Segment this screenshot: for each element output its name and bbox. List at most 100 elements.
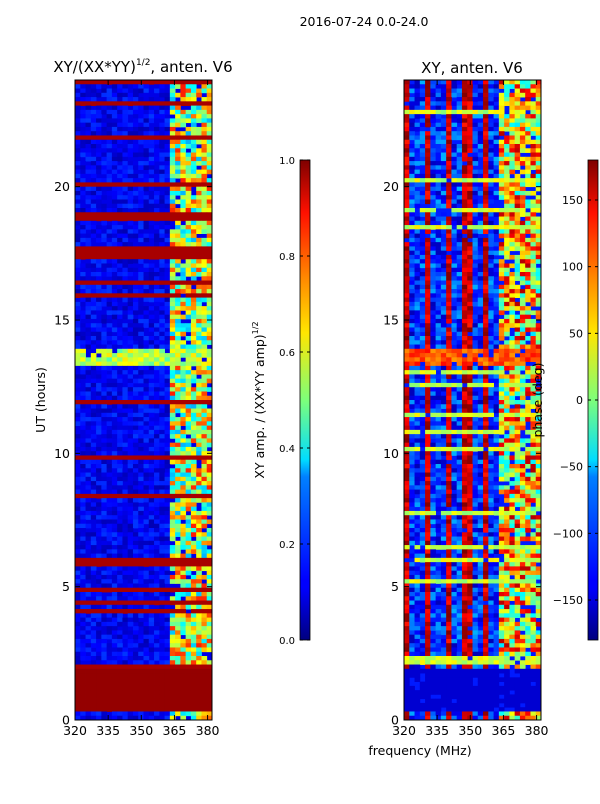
heatmap-cell — [483, 127, 489, 132]
heatmap-cell — [196, 549, 202, 554]
heatmap-cell — [91, 340, 97, 345]
heatmap-cell — [191, 519, 197, 524]
heatmap-cell — [483, 255, 489, 260]
heatmap-cell — [191, 665, 197, 670]
heatmap-cell — [186, 195, 192, 200]
heatmap-cell — [138, 340, 144, 345]
heatmap-cell — [101, 541, 107, 546]
heatmap-cell — [441, 127, 447, 132]
heatmap-cell — [191, 345, 197, 350]
heatmap-cell — [488, 127, 494, 132]
heatmap-cell — [101, 396, 107, 401]
heatmap-cell — [494, 285, 500, 290]
heatmap-cell — [91, 652, 97, 657]
heatmap-cell — [112, 592, 118, 597]
heatmap-cell — [112, 549, 118, 554]
heatmap-cell — [86, 630, 92, 635]
heatmap-cell — [430, 204, 436, 209]
heatmap-cell — [101, 588, 107, 593]
heatmap-cell — [91, 477, 97, 482]
heatmap-cell — [425, 289, 431, 294]
heatmap-cell — [409, 165, 415, 170]
heatmap-cell — [430, 153, 436, 158]
heatmap-cell — [409, 97, 415, 102]
heatmap-cell — [170, 366, 176, 371]
heatmap-cell — [101, 281, 107, 286]
heatmap-cell — [441, 144, 447, 149]
heatmap-cell — [186, 447, 192, 452]
heatmap-cell — [504, 84, 510, 89]
heatmap-cell — [196, 575, 202, 580]
heatmap-cell — [451, 84, 457, 89]
heatmap-cell — [107, 362, 113, 367]
heatmap-cell — [159, 451, 165, 456]
heatmap-cell — [91, 434, 97, 439]
heatmap-cell — [107, 707, 113, 712]
heatmap-cell — [107, 298, 113, 303]
heatmap-cell — [180, 566, 186, 571]
heatmap-cell — [191, 263, 197, 268]
heatmap-cell — [201, 349, 207, 354]
heatmap-cell — [144, 310, 150, 315]
heatmap-cell — [91, 174, 97, 179]
heatmap-cell — [107, 387, 113, 392]
heatmap-cell — [186, 665, 192, 670]
heatmap-cell — [175, 391, 181, 396]
heatmap-cell — [128, 562, 134, 567]
heatmap-cell — [107, 583, 113, 588]
heatmap-cell — [180, 562, 186, 567]
heatmap-cell — [483, 101, 489, 106]
heatmap-cell — [144, 711, 150, 716]
heatmap-cell — [91, 319, 97, 324]
heatmap-cell — [101, 170, 107, 175]
heatmap-cell — [112, 153, 118, 158]
heatmap-cell — [112, 225, 118, 230]
heatmap-cell — [191, 618, 197, 623]
heatmap-cell — [144, 694, 150, 699]
heatmap-cell — [96, 148, 102, 153]
heatmap-cell — [473, 106, 479, 111]
heatmap-cell — [96, 340, 102, 345]
heatmap-cell — [91, 686, 97, 691]
heatmap-cell — [80, 340, 86, 345]
heatmap-cell — [186, 383, 192, 388]
heatmap-cell — [117, 473, 123, 478]
heatmap-cell — [457, 251, 463, 256]
heatmap-cell — [441, 170, 447, 175]
heatmap-cell — [196, 157, 202, 162]
heatmap-cell — [462, 298, 468, 303]
heatmap-cell — [149, 272, 155, 277]
heatmap-cell — [467, 144, 473, 149]
heatmap-cell — [75, 242, 81, 247]
heatmap-cell — [530, 93, 536, 98]
heatmap-cell — [196, 221, 202, 226]
heatmap-cell — [170, 144, 176, 149]
heatmap-cell — [149, 635, 155, 640]
heatmap-cell — [196, 682, 202, 687]
heatmap-cell — [478, 225, 484, 230]
heatmap-cell — [165, 477, 171, 482]
heatmap-cell — [488, 306, 494, 311]
heatmap-cell — [191, 195, 197, 200]
heatmap-cell — [133, 110, 139, 115]
heatmap-cell — [494, 182, 500, 187]
heatmap-cell — [201, 195, 207, 200]
heatmap-cell — [488, 106, 494, 111]
heatmap-cell — [170, 379, 176, 384]
heatmap-cell — [112, 217, 118, 222]
heatmap-cell — [201, 353, 207, 358]
heatmap-cell — [196, 541, 202, 546]
heatmap-cell — [462, 255, 468, 260]
heatmap-cell — [196, 127, 202, 132]
heatmap-cell — [191, 430, 197, 435]
heatmap-cell — [196, 323, 202, 328]
heatmap-cell — [451, 217, 457, 222]
heatmap-cell — [186, 217, 192, 222]
heatmap-cell — [133, 400, 139, 405]
heatmap-cell — [75, 135, 81, 140]
heatmap-cell — [165, 682, 171, 687]
heatmap-cell — [530, 276, 536, 281]
heatmap-cell — [499, 246, 505, 251]
heatmap-cell — [488, 89, 494, 94]
heatmap-cell — [101, 451, 107, 456]
